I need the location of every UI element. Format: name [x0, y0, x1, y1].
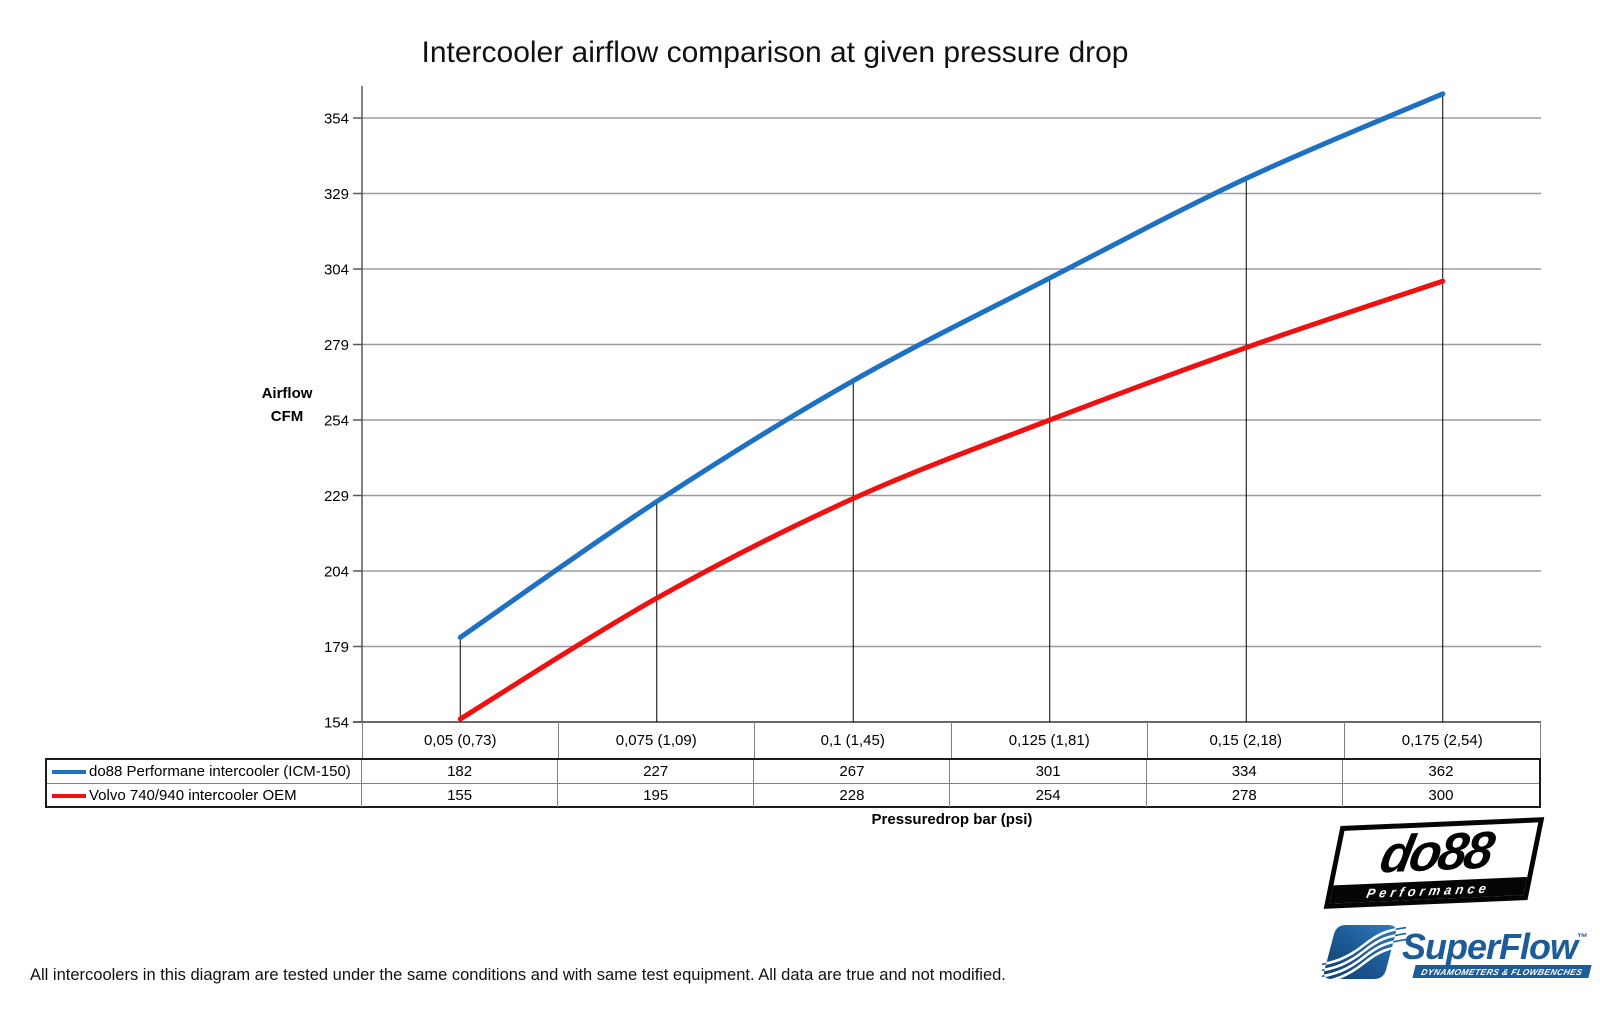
y-tick-label: 354: [324, 111, 349, 128]
do88-logo: do88 Performance: [1323, 817, 1545, 909]
value-cell: 301: [951, 760, 1147, 783]
superflow-logo-subtext: DYNAMOMETERS & FLOWBENCHES: [1412, 965, 1592, 978]
legend-cell: Volvo 740/940 intercooler OEM: [47, 784, 362, 807]
series-line-volvo-740-940-intercooler-oem: [457, 278, 1446, 722]
category-label: 0,175 (2,54): [1345, 722, 1541, 758]
y-tick-label: 229: [324, 488, 349, 505]
category-label-row: 0,05 (0,73) 0,075 (1,09) 0,1 (1,45) 0,125 (…: [362, 722, 1542, 758]
trademark-symbol: ™: [1577, 932, 1589, 944]
value-cell: 334: [1147, 760, 1343, 783]
y-tick-label: 279: [324, 337, 349, 354]
data-table: do88 Performane intercooler (ICM-150) 182…: [45, 758, 1541, 808]
series-line-do88-performane-intercooler-icm-150-: [457, 91, 1446, 640]
series-name: Volvo 740/940 intercooler OEM: [89, 787, 297, 804]
category-label: 0,125 (1,81): [952, 722, 1148, 758]
y-tick-label: 304: [324, 262, 349, 279]
value-cell: 362: [1428, 763, 1454, 780]
superflow-wave-icon: [1322, 925, 1406, 979]
table-row: do88 Performane intercooler (ICM-150) 182…: [47, 760, 1539, 783]
page-title: Intercooler airflow comparison at given …: [421, 36, 1129, 69]
y-tick-label: 329: [324, 186, 349, 203]
category-label: 0,05 (0,73): [362, 722, 559, 758]
y-axis-title: Airflow CFM: [237, 382, 337, 428]
legend-cell: do88 Performane intercooler (ICM-150): [47, 760, 362, 783]
do88-logo-text: do88: [1375, 821, 1497, 885]
y-axis-title-line1: Airflow: [261, 385, 313, 402]
category-label: 0,15 (2,18): [1148, 722, 1345, 758]
superflow-wordmark: SuperFlow: [1402, 926, 1578, 967]
value-cell: 195: [558, 784, 755, 807]
y-tick-label: 179: [324, 639, 349, 656]
y-axis-title-line2: CFM: [270, 408, 304, 425]
legend-swatch-icon: [52, 769, 86, 774]
superflow-logo: SuperFlow™ DYNAMOMETERS & FLOWBENCHES: [1322, 920, 1594, 984]
value-cell: 155: [362, 784, 559, 807]
value-cell: 228: [754, 784, 951, 807]
y-tick-label: 154: [324, 715, 349, 732]
footer-note: All intercoolers in this diagram are tes…: [30, 966, 1006, 984]
value-cell: 182: [362, 760, 559, 783]
legend-swatch-icon: [52, 793, 86, 798]
y-tick-label: 204: [324, 564, 349, 581]
category-label: 0,075 (1,09): [559, 722, 755, 758]
value-cell: 278: [1147, 784, 1343, 807]
value-cell: 267: [754, 760, 951, 783]
value-cell: 254: [951, 784, 1147, 807]
table-row: Volvo 740/940 intercooler OEM 155 195 228 25…: [47, 783, 1539, 807]
series-name: do88 Performane intercooler (ICM-150): [89, 763, 351, 780]
x-axis-title: Pressuredrop bar (psi): [871, 811, 1033, 828]
y-tick-label: 254: [324, 413, 349, 430]
value-cell: 300: [1428, 787, 1454, 804]
superflow-logo-text: SuperFlow™: [1402, 926, 1588, 968]
value-cell: 227: [558, 760, 755, 783]
category-label: 0,1 (1,45): [755, 722, 952, 758]
